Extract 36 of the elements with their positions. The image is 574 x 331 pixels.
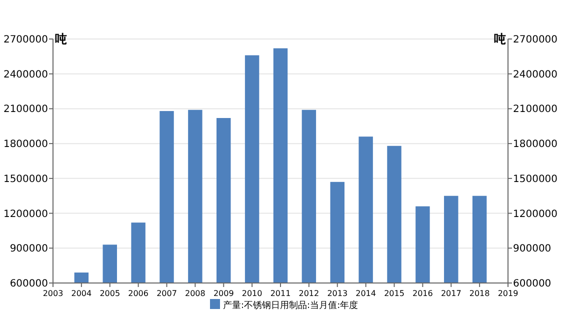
x-tick-label: 2016 — [412, 289, 433, 298]
y2-tick-label: 2400000 — [513, 69, 558, 80]
y2-tick-label: 1500000 — [513, 174, 558, 185]
y2-tick-label: 1800000 — [513, 139, 558, 150]
x-tick-label: 2011 — [270, 289, 291, 298]
y2-tick-label: 900000 — [513, 244, 552, 255]
y2-axis-title: 吨 — [494, 32, 506, 46]
x-tick-label: 2006 — [128, 289, 148, 298]
y-tick-label: 600000 — [10, 278, 48, 290]
y2-tick-label: 2100000 — [513, 104, 558, 116]
x-tick-label: 2017 — [440, 289, 462, 298]
x-tick-label: 2018 — [469, 289, 490, 298]
x-tick-label: 2015 — [384, 289, 404, 298]
y2-tick-label: 2700000 — [513, 34, 558, 46]
y-tick-label: 2100000 — [3, 104, 48, 116]
legend-label: 产量:不锈钢日用制品:当月值:年度 — [223, 300, 358, 311]
x-tick-label: 2013 — [327, 289, 348, 298]
y-tick-label: 1800000 — [3, 139, 48, 150]
x-tick-label: 2005 — [100, 289, 120, 298]
y-tick-label: 1500000 — [3, 174, 48, 185]
x-tick-label: 2007 — [156, 289, 177, 298]
y-tick-label: 1200000 — [3, 208, 48, 220]
x-tick-label: 2012 — [298, 289, 320, 298]
y-tick-label: 2400000 — [3, 69, 48, 80]
y2-tick-label: 1200000 — [513, 208, 558, 220]
x-tick-label: 2019 — [498, 289, 518, 298]
x-tick-label: 2009 — [213, 289, 234, 298]
x-tick-label: 2004 — [71, 289, 92, 298]
y-axis-title: 吨 — [55, 32, 67, 46]
x-tick-label: 2003 — [42, 289, 64, 298]
x-tick-label: 2008 — [185, 289, 206, 298]
x-tick-label: 2014 — [356, 289, 376, 298]
y2-tick-label: 600000 — [513, 278, 552, 290]
y-tick-label: 900000 — [10, 244, 48, 255]
x-tick-label: 2010 — [242, 289, 262, 298]
y-tick-label: 2700000 — [3, 34, 48, 46]
